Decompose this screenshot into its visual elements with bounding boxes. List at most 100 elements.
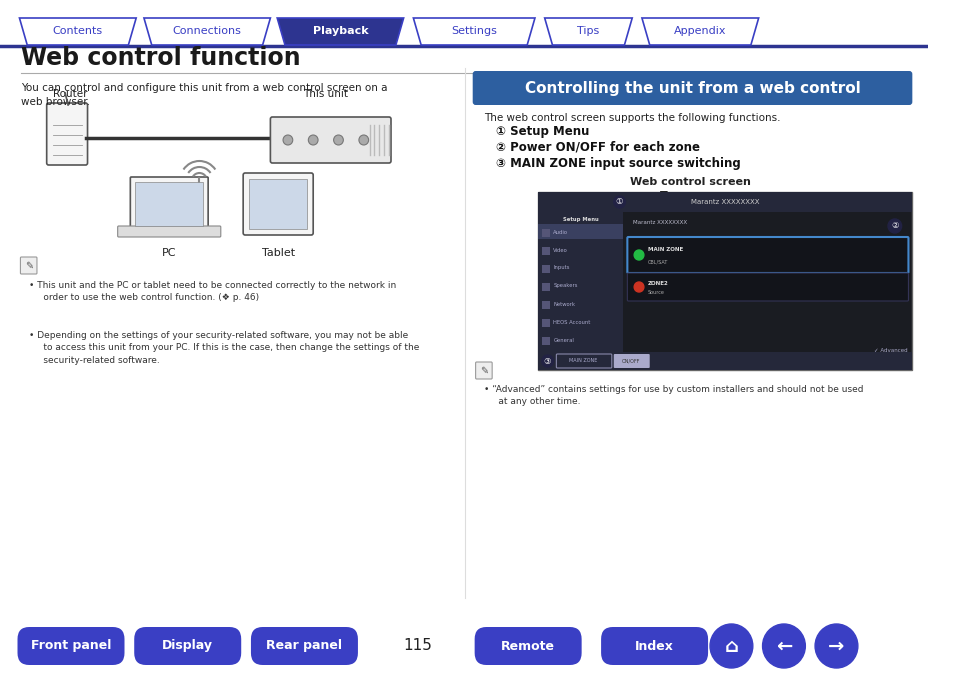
Text: ③: ③: [543, 357, 551, 365]
Text: Network: Network: [553, 302, 575, 306]
Text: Web control function: Web control function: [21, 46, 301, 70]
Circle shape: [308, 135, 317, 145]
Text: ① Setup Menu: ① Setup Menu: [496, 125, 589, 137]
Text: • Depending on the settings of your security-related software, you may not be ab: • Depending on the settings of your secu…: [30, 331, 419, 365]
FancyBboxPatch shape: [627, 237, 907, 273]
Bar: [537, 224, 623, 239]
Text: Web control screen: Web control screen: [630, 177, 750, 187]
Text: Appendix: Appendix: [674, 26, 726, 36]
Circle shape: [761, 624, 804, 668]
Circle shape: [334, 135, 343, 145]
FancyBboxPatch shape: [270, 117, 391, 163]
Text: HEOS Account: HEOS Account: [553, 320, 590, 324]
Text: 115: 115: [403, 639, 433, 653]
Bar: [537, 192, 911, 212]
Circle shape: [283, 135, 293, 145]
Text: Source: Source: [647, 289, 664, 295]
Polygon shape: [641, 18, 758, 45]
FancyBboxPatch shape: [251, 627, 357, 665]
Bar: [541, 247, 549, 255]
Text: ①: ①: [616, 197, 622, 207]
Circle shape: [814, 624, 857, 668]
FancyBboxPatch shape: [613, 354, 649, 368]
FancyBboxPatch shape: [20, 257, 37, 274]
Text: • “Advanced” contains settings for use by custom installers and should not be us: • “Advanced” contains settings for use b…: [484, 385, 863, 406]
Polygon shape: [413, 18, 535, 45]
Text: ✓ Advanced: ✓ Advanced: [873, 347, 906, 353]
Text: ③ MAIN ZONE input source switching: ③ MAIN ZONE input source switching: [496, 157, 740, 170]
Bar: [541, 337, 549, 345]
Text: The web control screen supports the following functions.: The web control screen supports the foll…: [484, 113, 781, 123]
Circle shape: [634, 282, 643, 292]
Text: Tablet: Tablet: [261, 248, 294, 258]
Bar: [541, 229, 549, 237]
Text: ON/OFF: ON/OFF: [621, 359, 639, 363]
FancyBboxPatch shape: [243, 173, 313, 235]
Text: Speakers: Speakers: [553, 283, 578, 289]
Text: ZONE2: ZONE2: [647, 281, 668, 285]
Text: Inputs: Inputs: [553, 266, 569, 271]
Polygon shape: [19, 18, 136, 45]
Text: ⌂: ⌂: [723, 637, 738, 656]
FancyBboxPatch shape: [134, 627, 241, 665]
Bar: [249, 179, 307, 229]
Text: MAIN ZONE: MAIN ZONE: [569, 359, 598, 363]
Text: General: General: [553, 337, 574, 343]
FancyBboxPatch shape: [476, 362, 492, 379]
Text: ✎: ✎: [479, 365, 487, 376]
FancyBboxPatch shape: [475, 627, 581, 665]
Text: Contents: Contents: [52, 26, 103, 36]
Circle shape: [887, 219, 901, 233]
Circle shape: [358, 135, 368, 145]
Text: Marantz XXXXXXXX: Marantz XXXXXXXX: [633, 220, 686, 225]
Text: Setup Menu: Setup Menu: [562, 217, 598, 222]
FancyBboxPatch shape: [17, 627, 125, 665]
Text: ② Power ON/OFF for each zone: ② Power ON/OFF for each zone: [496, 141, 700, 153]
Bar: [541, 301, 549, 309]
FancyBboxPatch shape: [117, 226, 220, 237]
Text: Front panel: Front panel: [30, 639, 112, 653]
FancyBboxPatch shape: [600, 627, 707, 665]
Text: This unit: This unit: [303, 89, 348, 99]
FancyBboxPatch shape: [131, 177, 208, 231]
Circle shape: [709, 624, 752, 668]
Text: You can control and configure this unit from a web control screen on a
web brows: You can control and configure this unit …: [21, 83, 388, 107]
Text: CBL/SAT: CBL/SAT: [647, 259, 667, 264]
Text: Remote: Remote: [500, 639, 555, 653]
Text: Connections: Connections: [172, 26, 241, 36]
Text: ←: ←: [775, 637, 791, 656]
Text: Rear panel: Rear panel: [266, 639, 342, 653]
FancyBboxPatch shape: [627, 273, 907, 301]
Polygon shape: [144, 18, 270, 45]
Bar: [541, 265, 549, 273]
Text: Top menu: Top menu: [659, 191, 720, 201]
FancyBboxPatch shape: [556, 354, 611, 368]
Text: Index: Index: [635, 639, 674, 653]
Bar: [541, 283, 549, 291]
Text: Audio: Audio: [553, 229, 568, 234]
Bar: [537, 192, 623, 370]
Text: Tips: Tips: [577, 26, 598, 36]
Text: Controlling the unit from a web control: Controlling the unit from a web control: [524, 81, 860, 96]
Polygon shape: [544, 18, 632, 45]
Text: PC: PC: [162, 248, 176, 258]
Text: Playback: Playback: [313, 26, 368, 36]
Text: • This unit and the PC or tablet need to be connected correctly to the network i: • This unit and the PC or tablet need to…: [30, 281, 396, 302]
Text: ②: ②: [890, 221, 898, 230]
Bar: [135, 182, 203, 226]
Bar: [537, 352, 911, 370]
Text: Display: Display: [162, 639, 213, 653]
Text: →: →: [827, 637, 843, 656]
Circle shape: [613, 196, 625, 208]
Circle shape: [634, 250, 643, 260]
Bar: [537, 192, 911, 370]
FancyBboxPatch shape: [472, 71, 911, 105]
Text: Router: Router: [52, 89, 87, 99]
Circle shape: [541, 355, 553, 367]
FancyBboxPatch shape: [47, 103, 88, 165]
Bar: [541, 319, 549, 327]
Text: ✎: ✎: [25, 260, 32, 271]
Text: Marantz XXXXXXXX: Marantz XXXXXXXX: [690, 199, 759, 205]
Text: Video: Video: [553, 248, 568, 252]
Polygon shape: [277, 18, 403, 45]
